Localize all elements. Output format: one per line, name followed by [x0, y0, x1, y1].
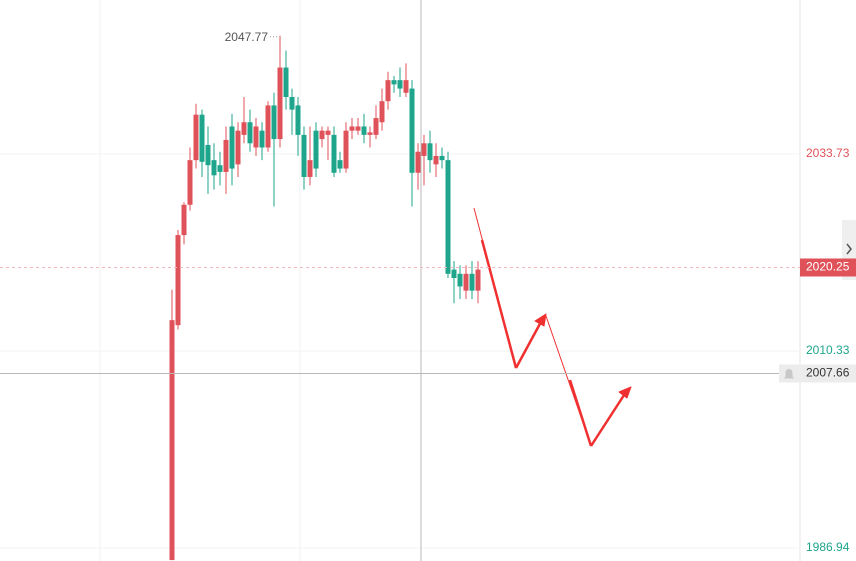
last-price-label: 2020.25: [806, 260, 850, 274]
y-tick-label: 2010.33: [806, 343, 850, 357]
candle-body: [325, 130, 331, 135]
candle-body: [415, 151, 421, 173]
candle-body: [235, 130, 241, 165]
candle-body: [205, 144, 211, 166]
candle-body: [181, 204, 187, 236]
candle-body: [289, 96, 295, 110]
candle-body: [193, 114, 199, 161]
candle-body: [175, 235, 181, 326]
candle-body: [217, 165, 223, 172]
candle-body: [421, 143, 427, 156]
candle-body: [259, 130, 265, 148]
candle-body: [361, 126, 367, 135]
candle-body: [385, 80, 391, 102]
candles: [169, 35, 481, 561]
candle-body: [439, 155, 445, 161]
candle-body: [169, 320, 175, 561]
candle-body: [367, 132, 373, 135]
y-tick-label: 1986.94: [806, 540, 850, 554]
candle-body: [397, 80, 403, 89]
bell-icon: [784, 368, 794, 379]
side-tab-arrow: [846, 243, 852, 255]
candle-body: [403, 80, 409, 93]
arrow-line: [589, 391, 628, 447]
candle-body: [313, 130, 319, 169]
candle-body: [301, 134, 307, 177]
candle-body: [241, 122, 247, 135]
candle-body: [427, 143, 433, 161]
candle-body: [451, 269, 457, 279]
candle-body: [211, 160, 217, 176]
crosshair-price-box: [800, 364, 856, 383]
candle-body: [283, 67, 289, 97]
y-tick-label: 2033.73: [806, 146, 850, 160]
last-price-box: [800, 258, 856, 277]
candle-body: [223, 139, 229, 172]
candle-body: [331, 134, 337, 173]
arrow-line: [480, 239, 518, 369]
candle-body: [307, 160, 313, 177]
candle-body: [247, 122, 253, 144]
candle-body: [445, 160, 451, 274]
candle-body: [379, 101, 385, 123]
candle-body: [253, 126, 259, 148]
crosshair-price-label: 2007.66: [806, 366, 850, 380]
candle-body: [409, 88, 415, 173]
candle-body: [433, 155, 439, 165]
candle-body: [343, 130, 349, 169]
candle-body: [199, 114, 205, 162]
candle-body: [355, 126, 361, 131]
candle-body: [463, 273, 469, 291]
drawing-arrows: [473, 207, 632, 447]
high-label: 2047.77: [225, 30, 269, 44]
candle-body: [265, 105, 271, 148]
arrow-head: [618, 386, 632, 399]
candle-body: [391, 80, 397, 85]
grid: [0, 0, 801, 561]
candle-body: [349, 126, 355, 131]
candle-body: [187, 160, 193, 205]
candle-body: [277, 67, 283, 140]
candle-body: [271, 105, 277, 140]
arrow-head: [534, 313, 547, 327]
candle-body: [373, 118, 379, 135]
candle-body: [469, 273, 475, 291]
candle-body: [475, 269, 481, 291]
candle-body: [229, 126, 235, 169]
arrow-line: [568, 379, 593, 447]
candle-body: [319, 130, 325, 140]
arrow-line: [514, 319, 544, 369]
candle-body: [457, 273, 463, 287]
candle-body: [295, 105, 301, 135]
candle-body: [337, 160, 343, 169]
